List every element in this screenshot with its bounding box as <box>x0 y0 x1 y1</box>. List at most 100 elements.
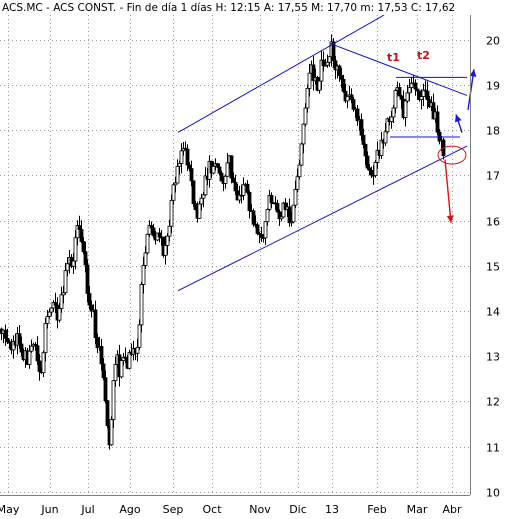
price-bar-body <box>407 87 412 94</box>
x-tick-label: Sep <box>163 503 184 516</box>
price-bar-body <box>317 80 322 91</box>
price-bar-body <box>419 96 424 100</box>
price-bar-body <box>35 345 40 362</box>
price-bar-body <box>405 92 410 102</box>
price-bar-body <box>339 75 344 80</box>
price-bar-body <box>85 264 90 294</box>
price-bar-body <box>99 346 104 365</box>
price-bar-body <box>5 337 10 343</box>
price-bar-body <box>105 400 110 426</box>
x-tick-label: Nov <box>249 503 271 516</box>
y-tick-label: 16 <box>486 216 500 229</box>
y-tick-label: 19 <box>486 80 500 93</box>
x-tick-label: May <box>0 503 20 516</box>
price-bar-body <box>369 169 374 176</box>
y-tick-label: 11 <box>486 442 500 455</box>
price-bar-body <box>113 364 118 382</box>
price-bar-body <box>77 225 82 230</box>
price-bar-body <box>231 177 236 183</box>
price-bar-body <box>111 380 116 420</box>
price-bar-body <box>287 206 292 224</box>
price-bar-body <box>145 233 150 254</box>
price-bar-body <box>137 324 142 348</box>
x-tick-label: Ago <box>119 503 141 516</box>
price-bar-body <box>203 175 208 196</box>
price-bar-body <box>299 143 304 166</box>
price-bar-body <box>19 343 24 353</box>
x-tick-label: Feb <box>367 503 386 516</box>
price-bar-body <box>355 108 360 122</box>
breakdown-circle <box>437 145 467 165</box>
price-bar-body <box>17 333 22 345</box>
price-bar-body <box>217 166 222 174</box>
price-bar-body <box>269 194 274 204</box>
price-bar-body <box>59 294 64 309</box>
x-tick-label: Oct <box>202 503 222 516</box>
price-bar-body <box>373 162 378 176</box>
price-bar-body <box>403 100 408 118</box>
price-bar-body <box>191 180 196 205</box>
price-bar-body <box>41 352 46 374</box>
price-bar-body <box>177 163 182 167</box>
price-bar-body <box>187 164 192 169</box>
price-bar-body <box>337 65 342 77</box>
price-bar-body <box>245 183 250 193</box>
price-bar-body <box>391 107 396 118</box>
channel-lower-line <box>177 145 468 292</box>
price-bar-body <box>63 270 68 294</box>
price-bar-body <box>157 232 162 238</box>
price-bar-body <box>163 245 168 256</box>
price-bar-body <box>225 162 230 177</box>
price-bar-body <box>139 284 144 326</box>
price-bar-body <box>295 176 300 190</box>
price-bar-body <box>169 199 174 227</box>
price-bar-body <box>165 235 170 246</box>
price-bar-body <box>363 144 368 157</box>
price-bar-body <box>365 155 370 169</box>
x-tick-label: 13 <box>325 503 339 516</box>
price-bar-body <box>279 216 284 220</box>
price-bar-body <box>29 345 34 352</box>
price-bar-body <box>189 168 194 182</box>
price-bar-body <box>361 134 366 145</box>
price-bar-body <box>393 89 398 109</box>
price-bar-body <box>397 87 402 97</box>
price-bar-body <box>71 260 76 267</box>
price-bar-body <box>331 41 336 62</box>
chart-grid <box>0 15 470 495</box>
price-bar-body <box>349 94 354 100</box>
price-bar-body <box>185 148 190 166</box>
price-bar-body <box>325 61 330 66</box>
price-bar-body <box>93 309 98 339</box>
price-bar-body <box>83 251 88 266</box>
price-bar-body <box>233 181 238 192</box>
price-bar-body <box>301 123 306 145</box>
price-bar-body <box>27 350 32 365</box>
price-bar-body <box>263 221 268 239</box>
price-bar-body <box>241 183 246 196</box>
price-bar-body <box>193 203 198 210</box>
price-bar-body <box>103 377 108 402</box>
price-bar-body <box>151 227 156 237</box>
price-bar-body <box>49 307 54 313</box>
price-bar-body <box>45 316 50 324</box>
price-bar-body <box>3 329 8 339</box>
y-axis: 10 11 12 13 14 15 16 17 18 19 20 <box>470 15 500 500</box>
price-bar-body <box>415 88 420 92</box>
y-tick-label: 10 <box>486 487 500 500</box>
price-bar-body <box>255 224 260 234</box>
target-up-arrow-1-head <box>454 114 462 123</box>
chart-header: ACS.MC - ACS CONST. - Fin de día 1 días … <box>2 2 455 14</box>
price-bar-body <box>259 233 264 238</box>
price-bar-body <box>119 360 124 378</box>
price-bar-body <box>265 208 270 223</box>
price-bar-body <box>223 175 228 184</box>
price-bar-body <box>87 293 92 306</box>
price-bar-body <box>197 203 202 219</box>
price-bar-body <box>109 419 114 446</box>
price-bar-body <box>173 182 178 186</box>
price-bar-body <box>425 90 430 101</box>
price-bar-body <box>297 164 302 178</box>
y-tick-label: 15 <box>486 261 500 274</box>
